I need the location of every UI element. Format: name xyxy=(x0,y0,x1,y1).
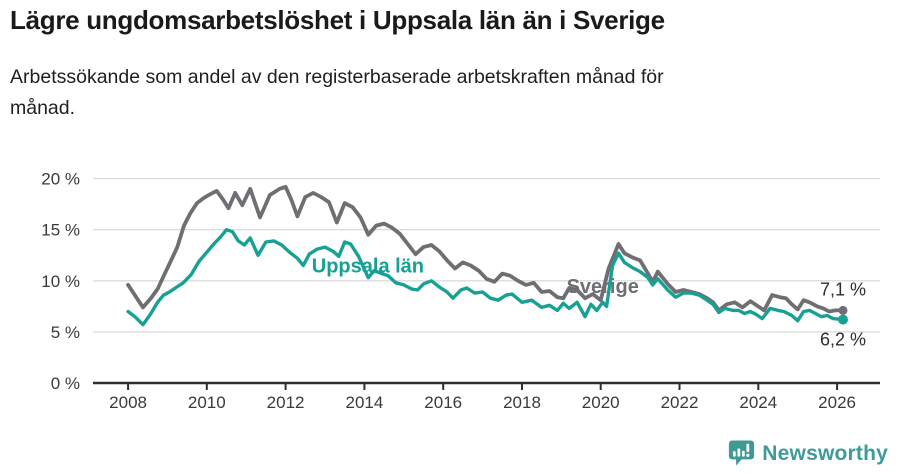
x-tick-label-2008: 2008 xyxy=(109,393,147,412)
newsworthy-wordmark: Newsworthy xyxy=(762,441,888,465)
end-value-label-uppsala-lan: 6,2 % xyxy=(820,330,866,350)
newsworthy-logo[interactable]: Newsworthy xyxy=(728,439,888,468)
y-tick-label-15: 15 % xyxy=(41,221,80,240)
series-end-dot-sverige xyxy=(838,305,848,315)
x-tick-label-2014: 2014 xyxy=(345,393,383,412)
y-tick-label-0: 0 % xyxy=(51,374,80,393)
x-tick-label-2024: 2024 xyxy=(739,393,777,412)
series-line-uppsala-lan xyxy=(126,227,845,327)
series-line-sverige xyxy=(126,184,845,314)
series-label-sverige: Sverige xyxy=(567,276,639,298)
y-tick-label-20: 20 % xyxy=(41,170,80,189)
x-tick-label-2012: 2012 xyxy=(267,393,305,412)
x-tick-label-2022: 2022 xyxy=(661,393,699,412)
y-tick-label-10: 10 % xyxy=(41,272,80,291)
newsworthy-icon xyxy=(729,440,755,466)
end-value-label-sverige: 7,1 % xyxy=(820,279,866,299)
series-end-dot-uppsala-lan xyxy=(838,314,848,325)
x-tick-label-2020: 2020 xyxy=(582,393,620,412)
chart-subtitle: Arbetssökande som andel av den registerb… xyxy=(10,66,664,119)
y-tick-label-5: 5 % xyxy=(51,323,80,342)
x-tick-label-2026: 2026 xyxy=(818,393,856,412)
series-label-uppsala-lan: Uppsala län xyxy=(312,256,424,278)
x-tick-label-2016: 2016 xyxy=(424,393,462,412)
x-tick-label-2010: 2010 xyxy=(188,393,226,412)
chart-title: Lägre ungdomsarbetslöshet i Uppsala län … xyxy=(10,5,665,35)
x-tick-label-2018: 2018 xyxy=(503,393,541,412)
